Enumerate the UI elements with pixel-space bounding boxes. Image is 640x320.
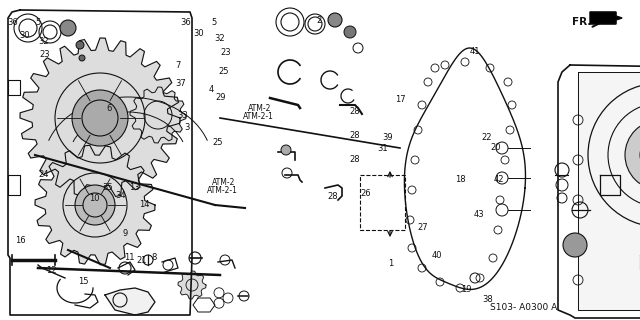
Text: 35: 35: [102, 183, 113, 192]
Text: S103- A0300 A: S103- A0300 A: [490, 303, 557, 313]
Polygon shape: [105, 288, 155, 315]
Polygon shape: [35, 145, 155, 265]
Text: 19: 19: [461, 285, 471, 294]
Text: 32: 32: [214, 34, 225, 43]
Text: 36: 36: [180, 18, 191, 27]
Text: 28: 28: [328, 192, 338, 201]
Text: 18: 18: [456, 175, 466, 184]
Text: 32: 32: [38, 37, 49, 46]
Text: 29: 29: [216, 93, 226, 102]
Circle shape: [60, 20, 76, 36]
Circle shape: [563, 233, 587, 257]
Text: 3: 3: [184, 124, 189, 132]
Text: 36: 36: [8, 18, 18, 27]
Circle shape: [328, 13, 342, 27]
Text: 4: 4: [209, 85, 214, 94]
Text: 17: 17: [395, 95, 405, 104]
Text: 43: 43: [474, 210, 484, 219]
Text: 13: 13: [129, 183, 140, 192]
Text: 39: 39: [382, 133, 392, 142]
Text: 10: 10: [90, 194, 100, 203]
Text: 37: 37: [176, 79, 186, 88]
Text: 28: 28: [350, 132, 360, 140]
Text: 11: 11: [124, 253, 134, 262]
Text: 27: 27: [417, 223, 428, 232]
Polygon shape: [130, 87, 186, 143]
Text: 14: 14: [139, 200, 149, 209]
Text: ATM-2-1: ATM-2-1: [243, 112, 274, 121]
Text: 5: 5: [212, 18, 217, 27]
Text: 5: 5: [36, 18, 41, 27]
Circle shape: [79, 55, 85, 61]
Circle shape: [281, 145, 291, 155]
Text: ATM-2: ATM-2: [248, 104, 271, 113]
Text: 15: 15: [78, 277, 88, 286]
Circle shape: [625, 120, 640, 190]
Text: ATM-2-1: ATM-2-1: [207, 186, 238, 195]
Circle shape: [76, 41, 84, 49]
FancyArrowPatch shape: [593, 16, 613, 27]
Text: 24: 24: [38, 170, 49, 179]
Text: 30: 30: [193, 29, 204, 38]
Polygon shape: [578, 72, 640, 310]
Polygon shape: [20, 38, 180, 198]
Text: 25: 25: [219, 68, 229, 76]
Text: 20: 20: [491, 143, 501, 152]
Text: 9: 9: [122, 229, 127, 238]
Text: 26: 26: [361, 189, 371, 198]
Text: 28: 28: [350, 108, 360, 116]
Text: 33: 33: [177, 111, 188, 120]
Text: 16: 16: [15, 236, 26, 245]
Text: 21: 21: [137, 256, 147, 265]
Text: ATM-2: ATM-2: [212, 178, 236, 187]
Polygon shape: [178, 271, 206, 299]
Text: FR.: FR.: [572, 17, 591, 27]
Polygon shape: [590, 12, 622, 24]
Text: 34: 34: [115, 191, 125, 200]
Text: 22: 22: [481, 133, 492, 142]
Text: 2: 2: [316, 16, 321, 25]
Text: 23: 23: [40, 50, 50, 59]
Text: 23: 23: [220, 48, 230, 57]
Text: 42: 42: [494, 175, 504, 184]
Text: 31: 31: [378, 144, 388, 153]
Text: 7: 7: [175, 61, 180, 70]
Text: 6: 6: [106, 104, 111, 113]
Text: 40: 40: [431, 252, 442, 260]
Text: 12: 12: [46, 266, 56, 275]
Text: 1: 1: [388, 260, 393, 268]
Text: 41: 41: [470, 47, 480, 56]
Text: 30: 30: [19, 31, 29, 40]
Circle shape: [344, 26, 356, 38]
Circle shape: [72, 90, 128, 146]
Text: 28: 28: [350, 156, 360, 164]
Text: 25: 25: [212, 138, 223, 147]
Text: 8: 8: [151, 253, 156, 262]
Circle shape: [75, 185, 115, 225]
Text: 38: 38: [483, 295, 493, 304]
